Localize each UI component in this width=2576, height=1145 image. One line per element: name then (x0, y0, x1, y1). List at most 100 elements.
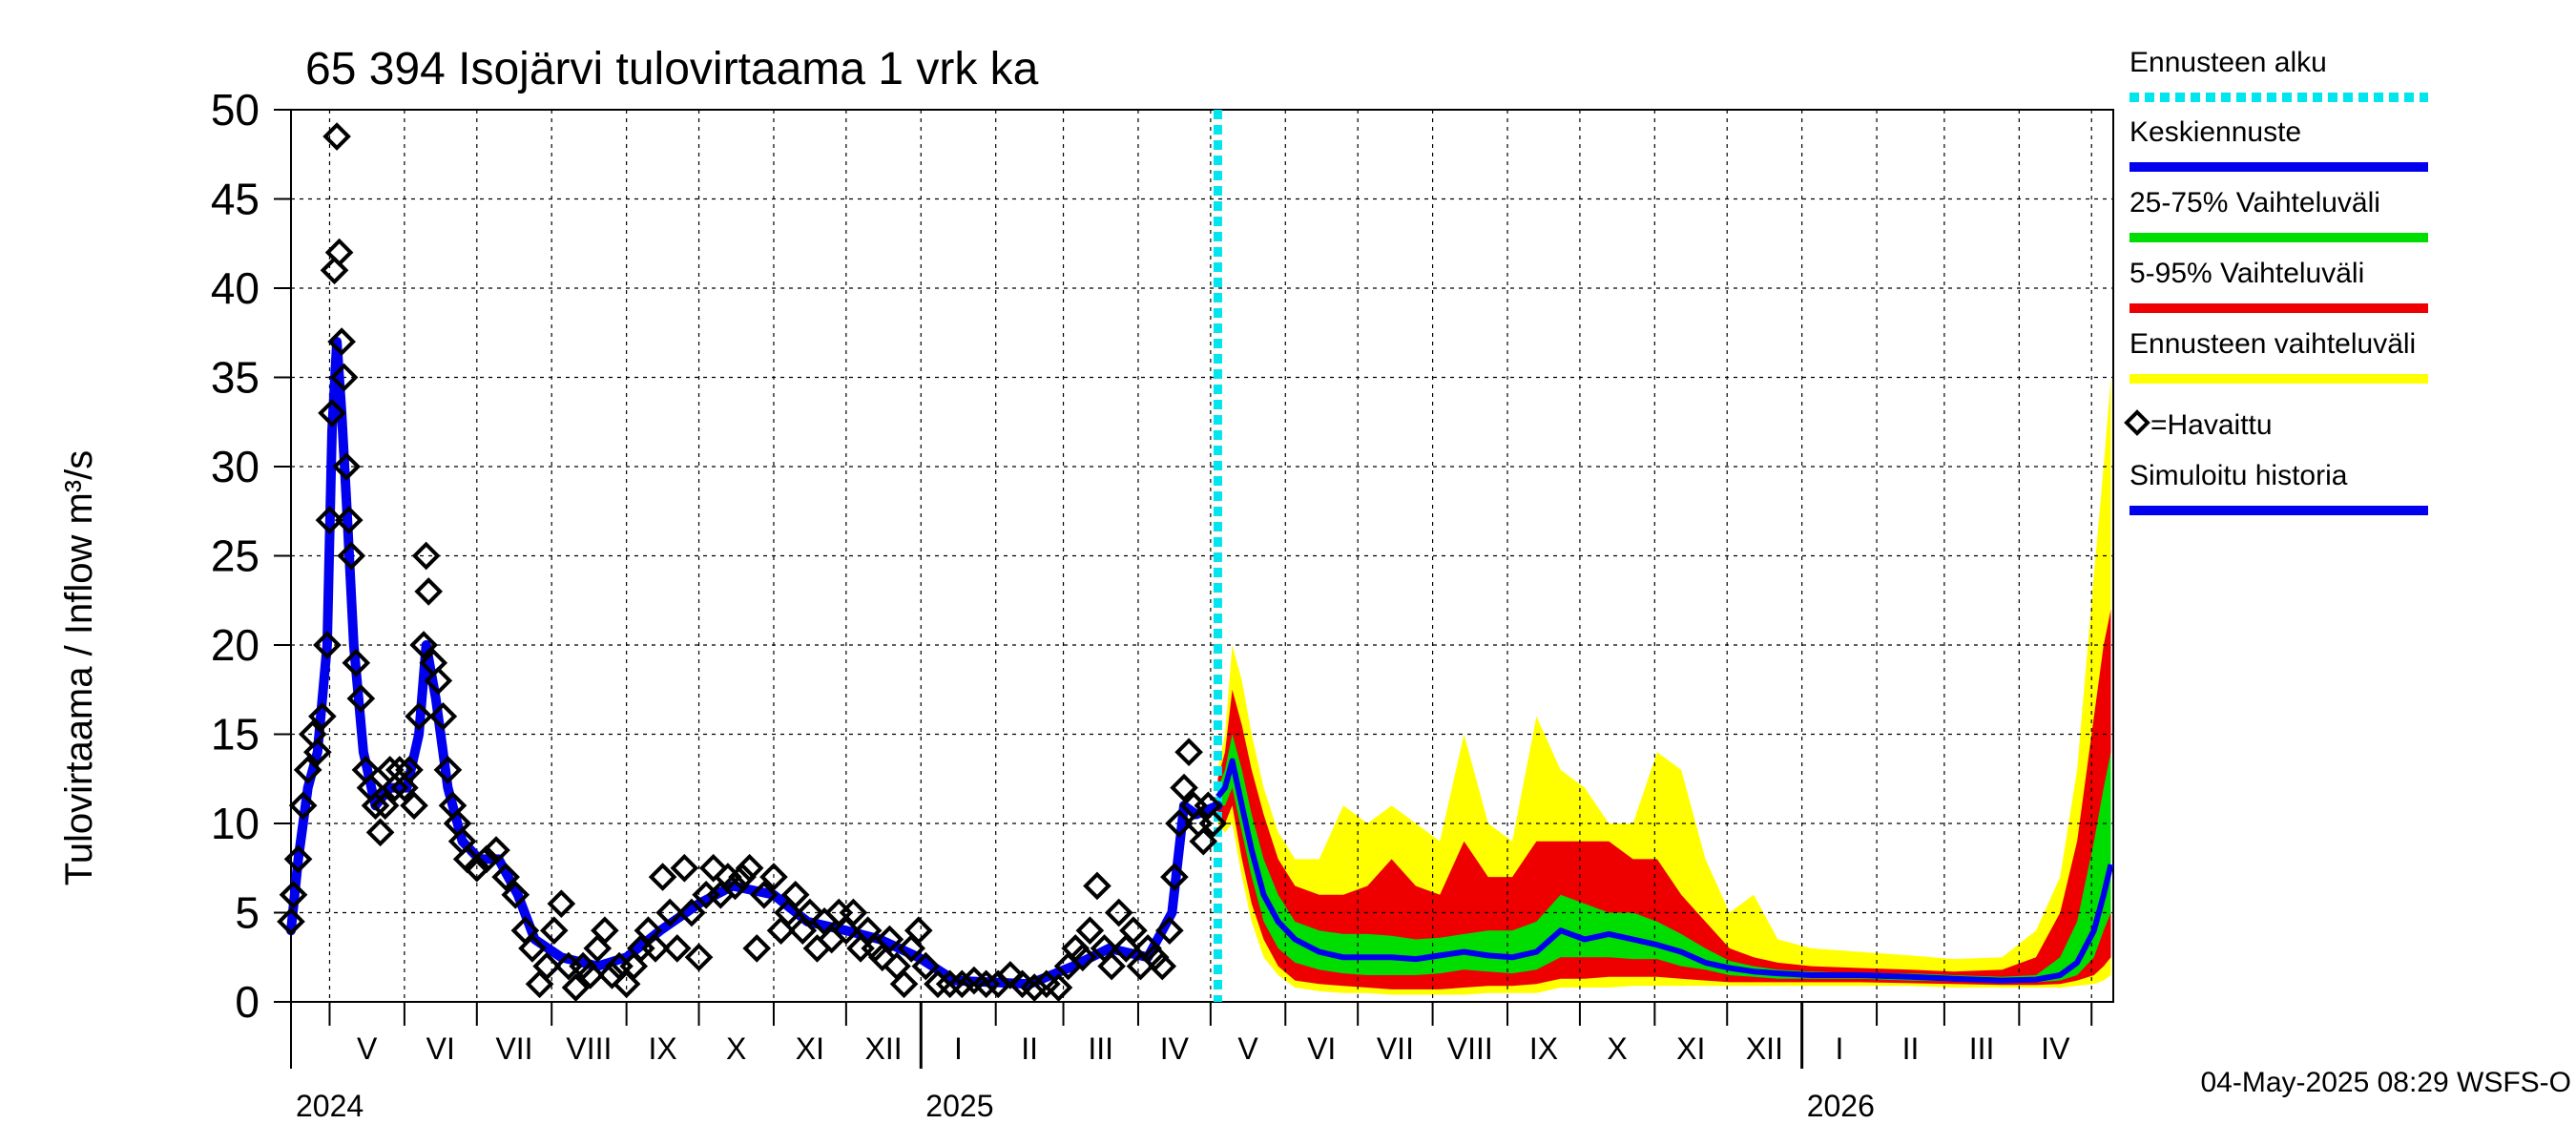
legend-label: Simuloitu historia (2129, 460, 2348, 491)
y-tick-label: 30 (211, 442, 260, 491)
observed-point (832, 916, 861, 946)
observed-point (324, 238, 354, 267)
x-month-label: III (1088, 1031, 1113, 1066)
observed-point (433, 756, 463, 784)
x-month-label: II (1021, 1031, 1038, 1066)
observed-point (482, 836, 510, 864)
forecast-bands (1217, 377, 2111, 995)
observed-point (395, 756, 424, 784)
forecast-range-band (1217, 377, 2111, 995)
observed-point (346, 684, 376, 713)
observed-point (1160, 863, 1189, 891)
observed-point (501, 880, 530, 909)
x-month-label: XII (865, 1031, 903, 1066)
observed-point (597, 961, 627, 989)
y-tick-label: 25 (211, 531, 260, 581)
legend-label: Keskiennuste (2129, 116, 2301, 148)
observed-point (462, 853, 491, 883)
observed-point (947, 969, 977, 999)
observed-point (308, 701, 337, 731)
y-tick-label: 10 (211, 799, 260, 848)
observed-point (619, 951, 649, 981)
observed-point (1170, 773, 1198, 802)
observed-point (839, 898, 868, 927)
observed-point (313, 631, 342, 659)
grid-lines (291, 110, 2113, 1002)
observed-point (1198, 809, 1228, 838)
observed-point (491, 863, 520, 891)
observed-point (759, 863, 788, 891)
x-month-label: IV (1160, 1031, 1190, 1066)
observed-point (1044, 973, 1073, 1002)
observed-point (897, 934, 925, 963)
legend: Ennusteen alku Keskiennuste 25-75% Vaihtel… (2124, 47, 2428, 515)
legend-marker (2124, 409, 2150, 436)
x-month-label: X (726, 1031, 746, 1066)
x-month-label: II (1902, 1031, 1920, 1066)
legend-label: 25-75% Vaihteluväli (2129, 187, 2380, 219)
observed-point (400, 791, 428, 821)
x-month-label: IX (648, 1031, 676, 1066)
x-year-label: 2026 (1807, 1089, 1875, 1123)
x-month-label: IX (1529, 1031, 1558, 1066)
x-month-label: XI (796, 1031, 824, 1066)
observed-point (334, 506, 364, 534)
observed-point (327, 327, 356, 356)
observed-point (424, 666, 453, 696)
y-tick-label: 15 (211, 710, 260, 760)
observed-point (561, 973, 591, 1002)
observed-markers (277, 122, 1228, 1002)
x-month-label: VIII (566, 1031, 612, 1066)
observed-point (283, 844, 313, 874)
x-month-label: I (1835, 1031, 1843, 1066)
observed-point (288, 791, 318, 821)
x-month-label: VI (426, 1031, 455, 1066)
observed-point (318, 399, 346, 427)
observed-point (547, 889, 576, 918)
y-tick-label: 5 (235, 888, 260, 938)
observed-point (774, 898, 802, 927)
observed-point (591, 916, 619, 946)
observed-point (889, 969, 919, 999)
observed-point (911, 951, 941, 981)
observed-point (1189, 826, 1218, 856)
observed-point (583, 934, 613, 963)
observed-point (525, 969, 554, 999)
observed-point (532, 951, 561, 981)
band-25-75 (1217, 734, 2111, 983)
x-year-label: 2025 (925, 1089, 993, 1123)
y-tick-label: 45 (211, 175, 260, 224)
y-tick-label: 20 (211, 620, 260, 670)
observed-point (662, 934, 692, 963)
x-axis: V VI VII VIII IX X XI XII I II III IV V VI VII VIII IX X X… (290, 1002, 2093, 1123)
observed-point (720, 871, 750, 901)
x-month-label: VII (1377, 1031, 1414, 1066)
observed-point (788, 916, 818, 946)
observed-point (414, 577, 444, 606)
observed-point (742, 934, 772, 963)
observed-point (750, 880, 779, 909)
observed-point (1104, 898, 1133, 927)
observed-point (904, 916, 933, 946)
observed-point (342, 648, 371, 677)
observed-point (670, 853, 699, 883)
observed-point (780, 880, 810, 909)
observed-point (924, 969, 952, 999)
observed-point (411, 541, 441, 571)
observed-point (1068, 943, 1097, 972)
observed-point (329, 363, 359, 392)
observed-point (277, 907, 305, 936)
observed-point (390, 773, 419, 802)
observed-point (1083, 871, 1111, 901)
observed-point (728, 863, 757, 891)
observed-point (1174, 738, 1203, 767)
observed-point (405, 701, 433, 731)
y-tick-label: 50 (211, 85, 260, 135)
observed-point (575, 961, 605, 989)
observed-point (279, 880, 308, 909)
observed-point (698, 853, 728, 883)
y-tick-label: 0 (235, 977, 260, 1027)
band-5-95 (1217, 609, 2111, 989)
legend-label: Ennusteen vaihteluväli (2129, 328, 2416, 360)
x-month-label: V (357, 1031, 378, 1066)
